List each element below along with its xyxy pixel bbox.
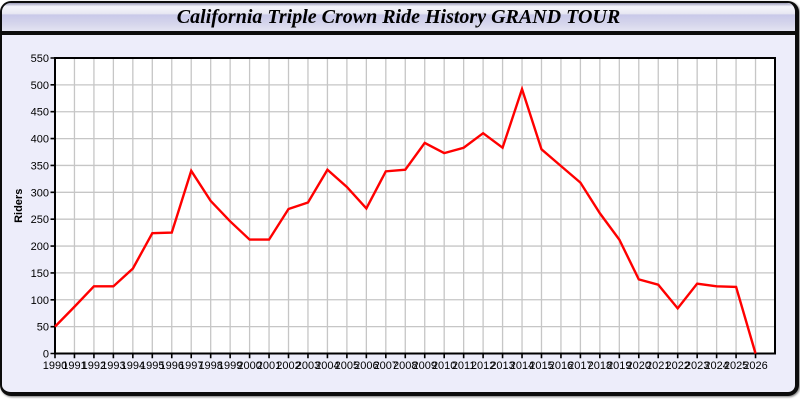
svg-text:450: 450 [31, 107, 49, 119]
svg-text:2011: 2011 [452, 360, 476, 372]
svg-text:2000: 2000 [237, 360, 261, 372]
svg-text:50: 50 [37, 322, 49, 334]
svg-text:2001: 2001 [257, 360, 281, 372]
svg-text:2023: 2023 [685, 360, 709, 372]
svg-text:350: 350 [31, 161, 49, 173]
svg-text:1998: 1998 [198, 360, 222, 372]
svg-text:550: 550 [31, 53, 49, 65]
svg-text:1993: 1993 [101, 360, 125, 372]
svg-text:1990: 1990 [43, 360, 67, 372]
svg-text:2006: 2006 [354, 360, 378, 372]
svg-text:100: 100 [31, 295, 49, 307]
svg-text:1999: 1999 [218, 360, 242, 372]
svg-text:0: 0 [43, 349, 49, 361]
svg-text:2019: 2019 [607, 360, 631, 372]
svg-text:1992: 1992 [82, 360, 106, 372]
svg-text:2002: 2002 [276, 360, 300, 372]
svg-text:1995: 1995 [140, 360, 164, 372]
svg-text:2009: 2009 [412, 360, 436, 372]
svg-text:400: 400 [31, 134, 49, 146]
svg-text:Riders: Riders [13, 189, 25, 223]
svg-text:2018: 2018 [588, 360, 612, 372]
svg-text:250: 250 [31, 214, 49, 226]
svg-text:2008: 2008 [393, 360, 417, 372]
svg-text:2022: 2022 [665, 360, 689, 372]
svg-text:1997: 1997 [179, 360, 203, 372]
svg-text:2005: 2005 [335, 360, 359, 372]
svg-text:2025: 2025 [724, 360, 748, 372]
svg-text:2004: 2004 [315, 360, 339, 372]
svg-text:150: 150 [31, 268, 49, 280]
svg-text:2024: 2024 [704, 360, 728, 372]
svg-text:2017: 2017 [568, 360, 592, 372]
svg-text:2016: 2016 [549, 360, 573, 372]
svg-text:500: 500 [31, 80, 49, 92]
svg-text:1994: 1994 [121, 360, 145, 372]
svg-text:300: 300 [31, 187, 49, 199]
svg-text:2021: 2021 [646, 360, 670, 372]
svg-text:2014: 2014 [510, 360, 534, 372]
svg-text:2003: 2003 [296, 360, 320, 372]
svg-text:2015: 2015 [529, 360, 553, 372]
svg-text:1991: 1991 [62, 360, 86, 372]
svg-text:2010: 2010 [432, 360, 456, 372]
svg-text:2020: 2020 [627, 360, 651, 372]
svg-text:200: 200 [31, 241, 49, 253]
svg-text:2012: 2012 [471, 360, 495, 372]
svg-text:2026: 2026 [743, 360, 767, 372]
svg-text:2013: 2013 [490, 360, 514, 372]
svg-text:1996: 1996 [160, 360, 184, 372]
svg-text:2007: 2007 [374, 360, 398, 372]
